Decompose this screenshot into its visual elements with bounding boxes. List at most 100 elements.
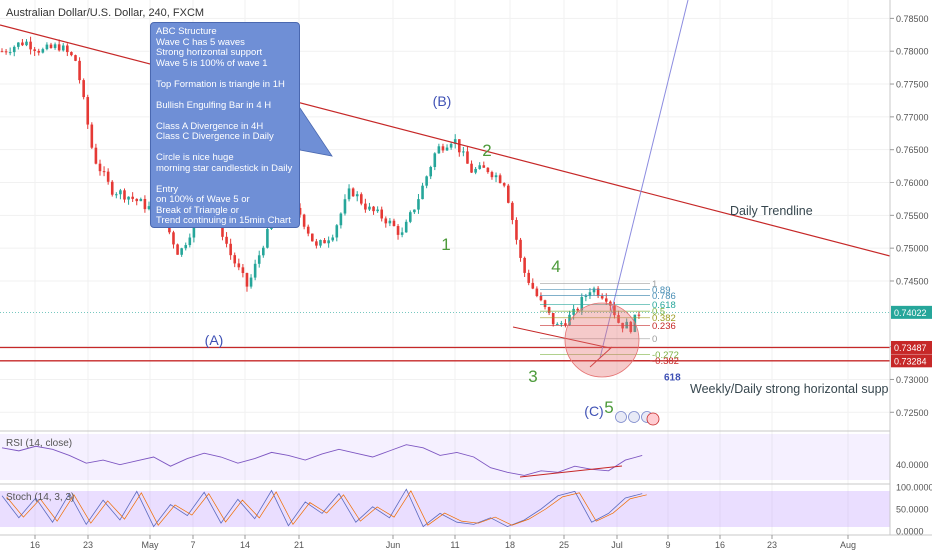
rsi-line bbox=[1, 444, 643, 476]
candle-body bbox=[511, 202, 514, 220]
candle-body bbox=[253, 263, 257, 278]
candle-body bbox=[368, 206, 371, 210]
note-line bbox=[156, 69, 294, 80]
candle-body bbox=[106, 171, 110, 182]
candle-body bbox=[588, 292, 592, 296]
time-tick-label: 25 bbox=[559, 540, 569, 550]
candle-body bbox=[629, 321, 633, 332]
candle-body bbox=[408, 212, 412, 222]
candle-body bbox=[498, 175, 502, 184]
time-tick-label: 11 bbox=[450, 540, 459, 550]
price-tick-label: 0.76000 bbox=[896, 178, 929, 188]
price-tick-label: 0.77500 bbox=[896, 80, 929, 90]
candle-body bbox=[266, 228, 269, 248]
overlay: Daily Trendline10.890.7860.6180.50.3820.… bbox=[0, 0, 891, 426]
time-tick-label: Jul bbox=[611, 540, 623, 550]
event-flag-icon bbox=[646, 412, 660, 426]
candle-body bbox=[617, 315, 620, 323]
note-line: on 100% of Wave 5 or bbox=[156, 194, 250, 205]
candle-body bbox=[453, 139, 457, 144]
price-marker-label: 0.74022 bbox=[894, 308, 927, 318]
note-line: Break of Triangle or bbox=[156, 204, 239, 216]
rsi-divergence-line bbox=[519, 465, 623, 478]
time-tick-label: May bbox=[141, 540, 159, 550]
candle-body bbox=[339, 213, 343, 226]
candle-body bbox=[347, 188, 351, 200]
candle-body bbox=[29, 41, 32, 50]
fib-level-label: 1 bbox=[652, 279, 657, 290]
candle-body bbox=[515, 219, 518, 240]
candle-body bbox=[319, 240, 322, 246]
candles bbox=[0, 36, 641, 334]
event-flag-icon bbox=[628, 411, 640, 423]
wave-label: (B) bbox=[433, 93, 452, 109]
candle-body bbox=[551, 312, 555, 325]
price-tick-label: 0.78000 bbox=[896, 47, 929, 57]
candle-body bbox=[331, 237, 335, 241]
analysis-note: ABC Structure Wave C has 5 waves Strong ho… bbox=[150, 22, 300, 228]
stoch-tick-label: 50.0000 bbox=[896, 505, 929, 515]
candle-body bbox=[547, 307, 551, 313]
note-line: ABC Structure bbox=[156, 26, 217, 37]
candle-body bbox=[143, 198, 147, 210]
candle-body bbox=[102, 171, 106, 173]
candle-body bbox=[392, 220, 396, 227]
time-tick-label: 14 bbox=[240, 540, 250, 550]
candle-body bbox=[98, 163, 102, 172]
candle-body bbox=[482, 165, 486, 168]
candle-body bbox=[580, 297, 584, 311]
morning-star-circle bbox=[564, 302, 640, 378]
candle-body bbox=[306, 226, 310, 234]
note-line bbox=[156, 111, 294, 122]
time-tick-label: 18 bbox=[505, 540, 515, 550]
candle-body bbox=[417, 199, 420, 210]
stoch-d-line bbox=[6, 490, 647, 526]
candle-body bbox=[576, 308, 579, 311]
candle-body bbox=[21, 42, 24, 46]
wave-label: 2 bbox=[482, 141, 491, 160]
candle-body bbox=[57, 44, 61, 51]
candle-body bbox=[380, 209, 384, 219]
wave-label: 3 bbox=[528, 367, 537, 386]
price-tick-label: 0.75000 bbox=[896, 244, 929, 254]
candle-body bbox=[604, 298, 608, 302]
candle-body bbox=[90, 124, 94, 148]
candle-body bbox=[237, 263, 241, 268]
wave-label: (C) bbox=[584, 403, 603, 419]
candle-body bbox=[74, 55, 77, 61]
price-marker-label: 0.73284 bbox=[894, 356, 927, 366]
candle-body bbox=[225, 236, 228, 244]
candle-body bbox=[470, 163, 473, 173]
candle-body bbox=[82, 80, 85, 98]
candle-body bbox=[94, 147, 98, 164]
candle-body bbox=[457, 139, 461, 153]
chart-title: Australian Dollar/U.S. Dollar, 240, FXCM bbox=[6, 7, 204, 19]
note-line: Circle is nice huge bbox=[156, 152, 234, 163]
candle-body bbox=[474, 168, 477, 173]
candle-body bbox=[249, 277, 253, 287]
rsi-tick-label: 40.0000 bbox=[896, 460, 929, 470]
note-line bbox=[156, 90, 294, 101]
fib-level-label: 0.5 bbox=[652, 307, 665, 318]
candle-body bbox=[139, 198, 143, 202]
time-tick-label: 7 bbox=[190, 540, 195, 550]
candle-body bbox=[568, 314, 571, 326]
time-tick-label: 23 bbox=[767, 540, 777, 550]
candle-body bbox=[17, 42, 20, 47]
note-line: Bullish Engulfing Bar in 4 H bbox=[156, 99, 272, 111]
price-tick-label: 0.73000 bbox=[896, 375, 929, 385]
note-line: Strong horizontal support bbox=[156, 47, 263, 58]
event-flag-icon bbox=[615, 411, 627, 423]
candle-body bbox=[257, 255, 261, 264]
candle-body bbox=[502, 183, 506, 186]
candle-body bbox=[315, 241, 318, 246]
wave-label: 1 bbox=[441, 235, 450, 254]
candle-body bbox=[637, 314, 641, 316]
candle-body bbox=[584, 295, 588, 298]
fib-level-label: 618 bbox=[664, 372, 681, 383]
stoch-label: Stoch (14, 3, 3) bbox=[6, 492, 74, 503]
note-line: Wave 5 is 100% of wave 1 bbox=[156, 57, 268, 69]
support-annotation: Weekly/Daily strong horizontal supp bbox=[690, 382, 889, 396]
candle-body bbox=[527, 272, 531, 283]
candle-body bbox=[449, 143, 453, 148]
